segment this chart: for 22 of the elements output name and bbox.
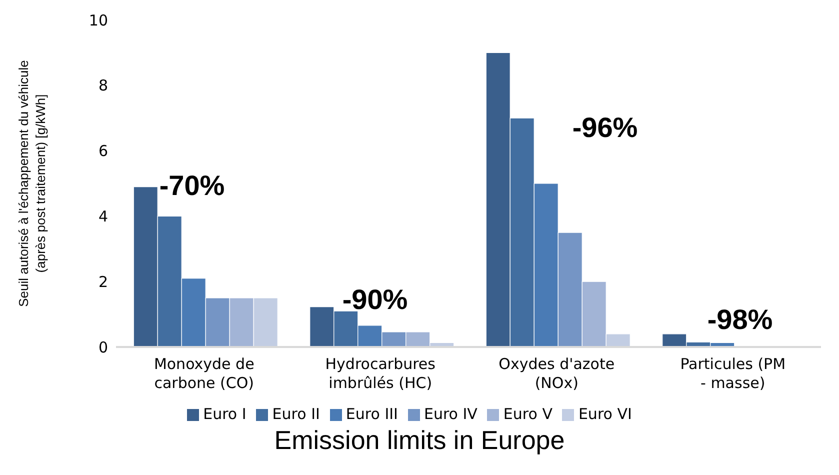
x-tick-label: Monoxyde de carbone (CO): [154, 355, 254, 392]
y-tick-label: 6: [98, 142, 108, 160]
annotation: -70%: [159, 170, 225, 202]
legend-label: Euro VI: [578, 405, 632, 423]
y-tick-label: 0: [98, 338, 108, 356]
legend-label: Euro II: [272, 405, 320, 423]
annotation: -96%: [572, 112, 638, 144]
legend-label: Euro IV: [424, 405, 478, 423]
legend-label: Euro I: [203, 405, 246, 423]
y-tick-label: 8: [98, 76, 108, 95]
legend-label: Euro III: [346, 405, 398, 423]
y-tick-label: 2: [98, 272, 108, 291]
x-tick-label: Particules (PM - masse): [680, 355, 786, 392]
x-tick-label: Oxydes d'azote (NOx): [498, 355, 615, 392]
legend-label: Euro V: [503, 405, 552, 423]
annotation: -90%: [342, 284, 408, 316]
x-tick-label: Hydrocarbures imbrûlés (HC): [325, 355, 436, 392]
y-tick-label: 10: [88, 11, 108, 30]
text: Emission limits in Europe: [273, 425, 566, 456]
y-axis-title: Seuil autorisé à l'échappement du véhicule (après post traitement) [g/kWh]: [16, 60, 48, 307]
y-tick-label: 4: [98, 208, 108, 226]
annotation: -98%: [707, 304, 773, 336]
